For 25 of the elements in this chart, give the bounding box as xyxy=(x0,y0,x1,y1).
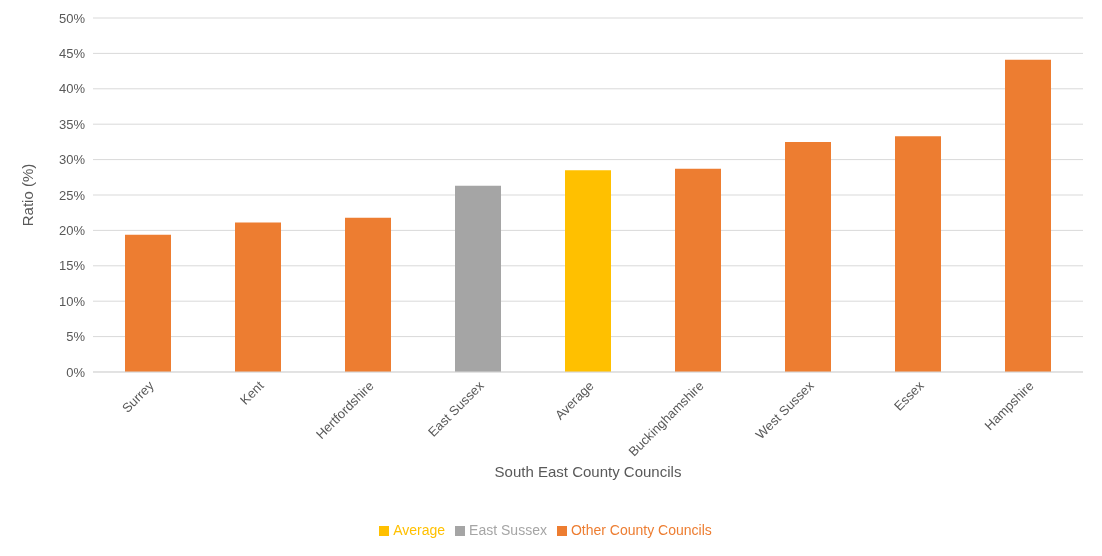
legend-label: East Sussex xyxy=(469,522,547,538)
bar xyxy=(125,234,171,372)
y-tick-label: 30% xyxy=(58,152,86,168)
bar xyxy=(455,185,501,372)
y-tick-label: 25% xyxy=(58,187,86,203)
bar xyxy=(785,141,831,372)
bar xyxy=(565,170,611,372)
bar xyxy=(345,217,391,372)
bar xyxy=(895,136,941,372)
bar xyxy=(235,222,281,372)
y-tick-label: 5% xyxy=(66,329,86,345)
y-tick-label: 45% xyxy=(58,46,86,62)
legend-label: Other County Councils xyxy=(570,522,712,538)
y-tick-label: 15% xyxy=(58,258,86,274)
x-axis-title: South East County Councils xyxy=(494,463,682,480)
y-tick-label: 50% xyxy=(58,10,86,26)
y-tick-label: 10% xyxy=(58,293,86,309)
y-tick-label: 40% xyxy=(58,81,86,97)
y-axis-title: Ratio (%) xyxy=(19,163,37,227)
y-tick-label: 20% xyxy=(58,223,86,239)
y-tick-label: 0% xyxy=(66,364,86,380)
bar xyxy=(1005,59,1051,372)
y-tick-label: 35% xyxy=(58,116,86,132)
legend-label: Average xyxy=(393,522,446,538)
bar xyxy=(675,168,721,372)
